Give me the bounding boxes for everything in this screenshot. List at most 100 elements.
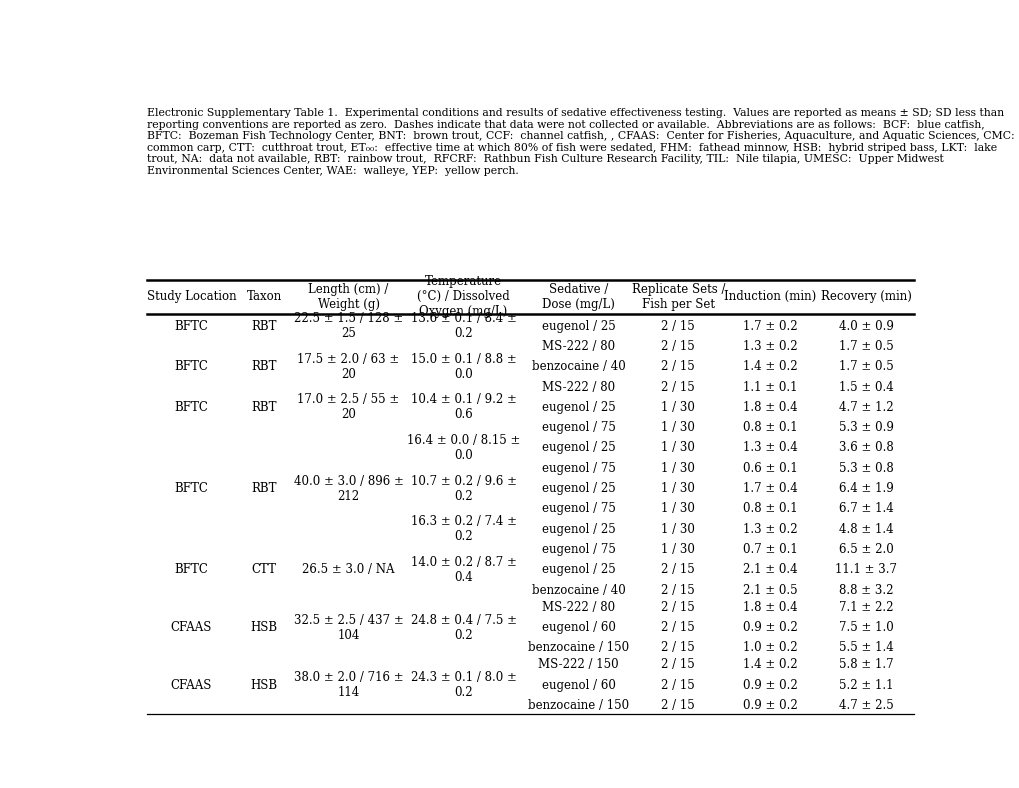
Text: BFTC: BFTC [174,320,208,333]
Text: 1.8 ± 0.4: 1.8 ± 0.4 [742,600,797,614]
Text: 13.6 ± 0.1 / 8.4 ±
0.2: 13.6 ± 0.1 / 8.4 ± 0.2 [411,312,516,340]
Text: 4.0 ± 0.9: 4.0 ± 0.9 [838,320,893,333]
Text: 2 / 15: 2 / 15 [660,621,695,634]
Text: 2 / 15: 2 / 15 [660,659,695,671]
Text: 5.3 ± 0.8: 5.3 ± 0.8 [838,462,893,475]
Text: HSB: HSB [251,678,277,692]
Text: 1.8 ± 0.4: 1.8 ± 0.4 [742,401,797,414]
Text: eugenol / 25: eugenol / 25 [541,320,614,333]
Text: 16.4 ± 0.0 / 8.15 ±
0.0: 16.4 ± 0.0 / 8.15 ± 0.0 [407,434,520,462]
Text: 2 / 15: 2 / 15 [660,340,695,353]
Text: BFTC: BFTC [174,401,208,414]
Text: 0.8 ± 0.1: 0.8 ± 0.1 [742,503,797,515]
Text: 24.8 ± 0.4 / 7.5 ±
0.2: 24.8 ± 0.4 / 7.5 ± 0.2 [411,614,516,641]
Text: 1.3 ± 0.4: 1.3 ± 0.4 [742,441,797,455]
Text: 1.7 ± 0.5: 1.7 ± 0.5 [838,340,893,353]
Text: 2 / 15: 2 / 15 [660,584,695,597]
Text: 1 / 30: 1 / 30 [660,543,695,556]
Text: 2 / 15: 2 / 15 [660,600,695,614]
Text: 1.3 ± 0.2: 1.3 ± 0.2 [742,522,797,536]
Text: Electronic Supplementary Table 1.  Experimental conditions and results of sedati: Electronic Supplementary Table 1. Experi… [147,108,1017,176]
Text: 7.5 ± 1.0: 7.5 ± 1.0 [838,621,893,634]
Text: eugenol / 25: eugenol / 25 [541,441,614,455]
Text: Recovery (min): Recovery (min) [820,291,911,303]
Text: 1.4 ± 0.2: 1.4 ± 0.2 [742,659,797,671]
Text: eugenol / 60: eugenol / 60 [541,621,614,634]
Text: 1 / 30: 1 / 30 [660,503,695,515]
Text: eugenol / 75: eugenol / 75 [541,543,614,556]
Text: CTT: CTT [252,563,276,577]
Text: 2 / 15: 2 / 15 [660,360,695,374]
Text: 5.3 ± 0.9: 5.3 ± 0.9 [838,421,893,434]
Text: benzocaine / 40: benzocaine / 40 [531,584,625,597]
Text: 7.1 ± 2.2: 7.1 ± 2.2 [838,600,893,614]
Text: MS-222 / 80: MS-222 / 80 [541,381,614,393]
Text: 1 / 30: 1 / 30 [660,421,695,434]
Text: 6.7 ± 1.4: 6.7 ± 1.4 [838,503,893,515]
Text: 5.5 ± 1.4: 5.5 ± 1.4 [838,641,893,654]
Text: RBT: RBT [252,320,277,333]
Text: Study Location: Study Location [147,291,236,303]
Text: RBT: RBT [252,482,277,495]
Text: 10.7 ± 0.2 / 9.6 ±
0.2: 10.7 ± 0.2 / 9.6 ± 0.2 [411,474,516,503]
Text: eugenol / 25: eugenol / 25 [541,482,614,495]
Text: 38.0 ± 2.0 / 716 ±
114: 38.0 ± 2.0 / 716 ± 114 [293,671,403,699]
Text: 4.7 ± 1.2: 4.7 ± 1.2 [838,401,893,414]
Text: 0.9 ± 0.2: 0.9 ± 0.2 [742,621,797,634]
Text: HSB: HSB [251,621,277,634]
Text: 2.1 ± 0.5: 2.1 ± 0.5 [742,584,797,597]
Text: 2 / 15: 2 / 15 [660,699,695,712]
Text: 22.5 ± 1.5 / 128 ±
25: 22.5 ± 1.5 / 128 ± 25 [293,312,403,340]
Text: eugenol / 25: eugenol / 25 [541,522,614,536]
Text: 0.6 ± 0.1: 0.6 ± 0.1 [742,462,797,475]
Text: RBT: RBT [252,360,277,374]
Text: 2.1 ± 0.4: 2.1 ± 0.4 [742,563,797,577]
Text: 1 / 30: 1 / 30 [660,441,695,455]
Text: 8.8 ± 3.2: 8.8 ± 3.2 [838,584,893,597]
Text: Sedative /
Dose (mg/L): Sedative / Dose (mg/L) [542,283,614,311]
Text: benzocaine / 40: benzocaine / 40 [531,360,625,374]
Text: 1 / 30: 1 / 30 [660,462,695,475]
Text: 1.7 ± 0.2: 1.7 ± 0.2 [742,320,797,333]
Text: 1 / 30: 1 / 30 [660,482,695,495]
Text: BFTC: BFTC [174,360,208,374]
Text: CFAAS: CFAAS [170,678,212,692]
Text: 6.4 ± 1.9: 6.4 ± 1.9 [838,482,893,495]
Text: 15.0 ± 0.1 / 8.8 ±
0.0: 15.0 ± 0.1 / 8.8 ± 0.0 [411,353,516,381]
Text: Taxon: Taxon [247,291,281,303]
Text: 1 / 30: 1 / 30 [660,401,695,414]
Text: 1.4 ± 0.2: 1.4 ± 0.2 [742,360,797,374]
Text: 0.7 ± 0.1: 0.7 ± 0.1 [742,543,797,556]
Text: eugenol / 25: eugenol / 25 [541,563,614,577]
Text: 2 / 15: 2 / 15 [660,381,695,393]
Text: eugenol / 75: eugenol / 75 [541,421,614,434]
Text: 2 / 15: 2 / 15 [660,641,695,654]
Text: benzocaine / 150: benzocaine / 150 [528,641,629,654]
Text: eugenol / 75: eugenol / 75 [541,503,614,515]
Text: 3.6 ± 0.8: 3.6 ± 0.8 [838,441,893,455]
Text: 11.1 ± 3.7: 11.1 ± 3.7 [835,563,897,577]
Text: eugenol / 25: eugenol / 25 [541,401,614,414]
Text: 1 / 30: 1 / 30 [660,522,695,536]
Text: 5.2 ± 1.1: 5.2 ± 1.1 [838,678,893,692]
Text: 32.5 ± 2.5 / 437 ±
104: 32.5 ± 2.5 / 437 ± 104 [293,614,404,641]
Text: Temperature
(°C) / Dissolved
Oxygen (mg/L): Temperature (°C) / Dissolved Oxygen (mg/… [417,276,510,318]
Text: 5.8 ± 1.7: 5.8 ± 1.7 [838,659,893,671]
Text: 0.9 ± 0.2: 0.9 ± 0.2 [742,678,797,692]
Text: 1.7 ± 0.4: 1.7 ± 0.4 [742,482,797,495]
Text: Length (cm) /
Weight (g): Length (cm) / Weight (g) [308,283,388,311]
Text: 10.4 ± 0.1 / 9.2 ±
0.6: 10.4 ± 0.1 / 9.2 ± 0.6 [411,393,516,422]
Text: 0.9 ± 0.2: 0.9 ± 0.2 [742,699,797,712]
Text: eugenol / 60: eugenol / 60 [541,678,614,692]
Text: RBT: RBT [252,401,277,414]
Text: 26.5 ± 3.0 / NA: 26.5 ± 3.0 / NA [302,563,394,577]
Text: 1.0 ± 0.2: 1.0 ± 0.2 [742,641,797,654]
Text: 1.3 ± 0.2: 1.3 ± 0.2 [742,340,797,353]
Text: 17.0 ± 2.5 / 55 ±
20: 17.0 ± 2.5 / 55 ± 20 [298,393,399,422]
Text: MS-222 / 150: MS-222 / 150 [538,659,619,671]
Text: Replicate Sets /
Fish per Set: Replicate Sets / Fish per Set [631,283,725,311]
Text: 1.5 ± 0.4: 1.5 ± 0.4 [838,381,893,393]
Text: 2 / 15: 2 / 15 [660,563,695,577]
Text: benzocaine / 150: benzocaine / 150 [528,699,629,712]
Text: BFTC: BFTC [174,563,208,577]
